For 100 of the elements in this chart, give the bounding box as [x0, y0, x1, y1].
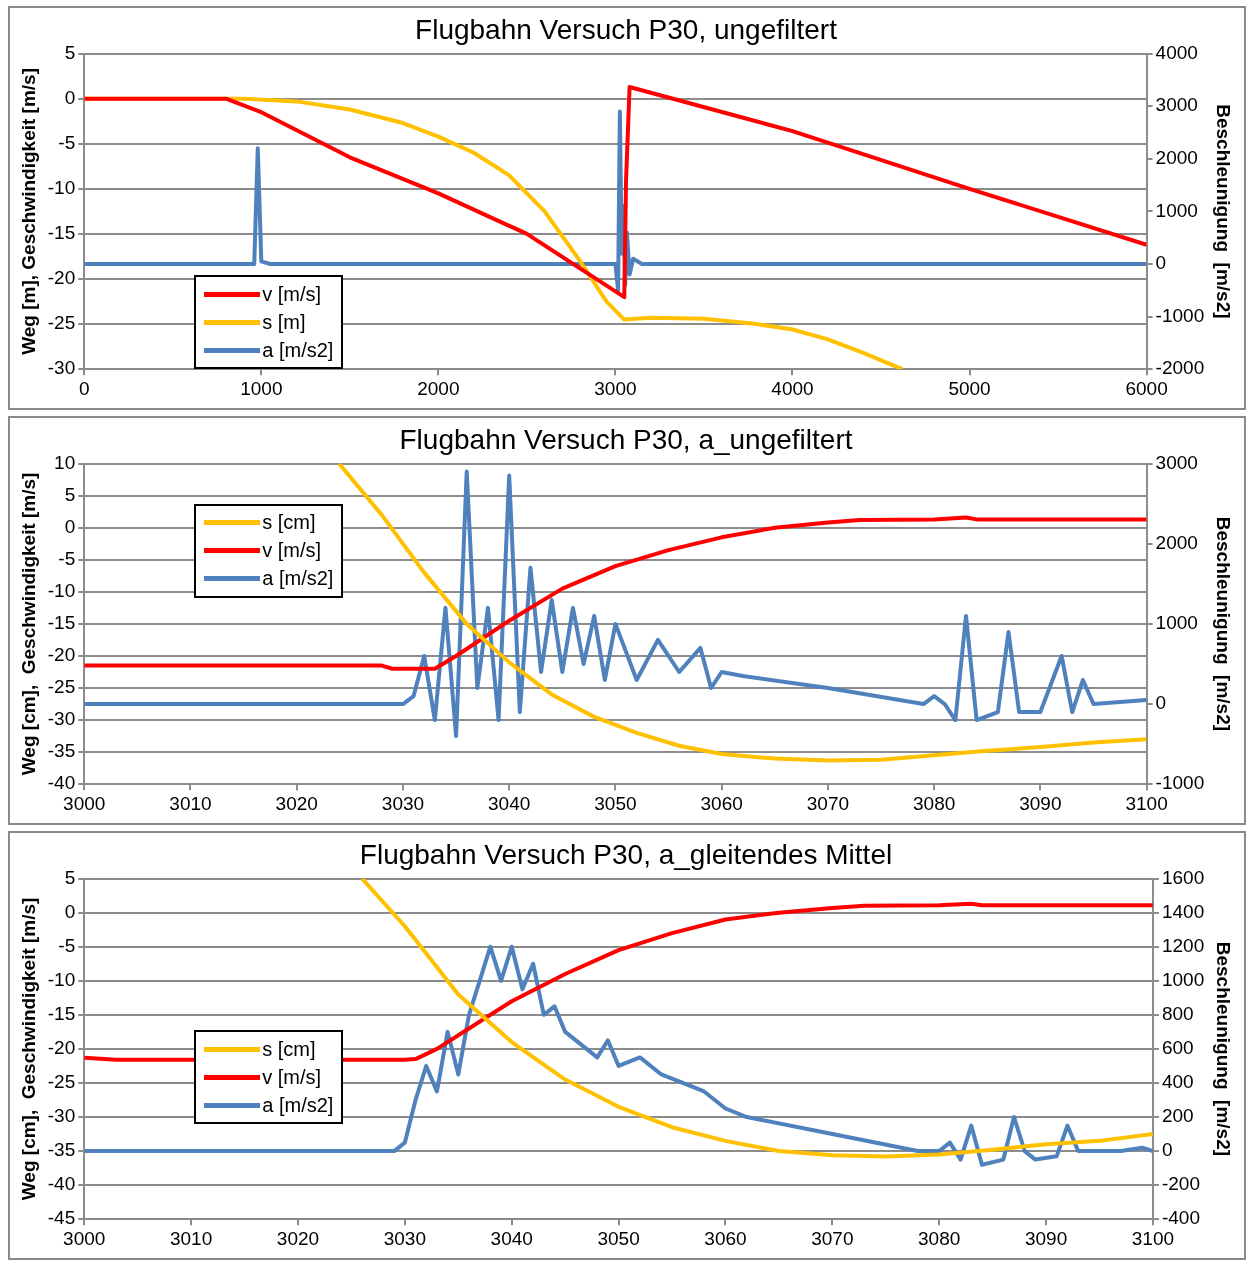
y-tick-label: -15: [47, 1003, 76, 1025]
y-tick-label: -25: [47, 676, 76, 698]
legend-label: s [m]: [262, 310, 306, 334]
y2-tick-label: 600: [1161, 1037, 1194, 1059]
y-axis-title: Weg [cm], Geschwindigkeit [m/s]: [17, 897, 39, 1201]
x-tick-label: 3090: [1024, 1227, 1068, 1249]
y-axis-title: Weg [m], Geschwindigkeit [m/s]: [17, 67, 39, 355]
y-tick-label: 5: [64, 41, 76, 63]
y2-tick-label: -400: [1161, 1207, 1200, 1229]
y2-tick-label: 1000: [1155, 612, 1198, 634]
y2-axis-title: Beschleunigung [m/s2]: [1213, 941, 1235, 1157]
x-tick-label: 1000: [240, 377, 283, 399]
x-tick-label: 3060: [704, 1227, 747, 1249]
x-tick-label: 3030: [383, 1227, 426, 1249]
y-tick-label: -10: [47, 177, 76, 199]
y2-tick-label: -2000: [1155, 357, 1205, 379]
x-tick-label: 3070: [806, 792, 850, 814]
x-tick-label: 3050: [597, 1227, 640, 1249]
y-tick-label: -45: [47, 1207, 76, 1229]
x-tick-label: 3030: [381, 792, 425, 814]
y-tick-label: -20: [47, 267, 76, 289]
x-tick-label: 2000: [417, 377, 460, 399]
y-tick-label: 10: [54, 451, 76, 473]
y2-tick-label: 0: [1155, 692, 1167, 714]
x-tick-label: 3100: [1131, 1227, 1175, 1249]
x-tick-label: 3080: [918, 1227, 961, 1249]
y2-tick-label: 3000: [1155, 94, 1198, 116]
x-tick-label: 3000: [63, 792, 106, 814]
y-axis-title: Weg [cm], Geschwindigkeit [m/s]: [17, 472, 39, 776]
y2-tick-label: 2000: [1155, 147, 1198, 169]
legend-label: a [m/s2]: [262, 1093, 334, 1117]
x-tick-label: 3020: [276, 1227, 320, 1249]
x-tick-label: 6000: [1125, 377, 1168, 399]
y-tick-label: -25: [47, 1071, 76, 1093]
x-tick-label: 3040: [490, 1227, 533, 1249]
y2-tick-label: 1200: [1161, 934, 1205, 956]
x-tick-label: 4000: [771, 377, 814, 399]
y-tick-label: -5: [58, 934, 76, 956]
y2-tick-label: 200: [1161, 1105, 1194, 1127]
legend-label: v [m/s]: [262, 282, 322, 306]
y-tick-label: -20: [47, 644, 76, 666]
y-tick-label: 5: [64, 483, 76, 505]
y-tick-label: -20: [47, 1037, 76, 1059]
x-tick-label: 3080: [913, 792, 956, 814]
y-tick-label: -10: [47, 580, 76, 602]
chart-title: Flugbahn Versuch P30, a_gleitendes Mittel: [359, 838, 893, 870]
y-tick-label: 0: [64, 86, 76, 108]
y-tick-label: -5: [58, 132, 76, 154]
x-tick-label: 3000: [594, 377, 637, 399]
y-tick-label: -10: [47, 969, 76, 991]
x-tick-label: 0: [78, 377, 90, 399]
chart-title: Flugbahn Versuch P30, a_ungefiltert: [399, 423, 853, 455]
y2-tick-label: 2000: [1155, 531, 1198, 553]
y-tick-label: -5: [58, 548, 76, 570]
x-tick-label: 3010: [169, 792, 212, 814]
x-tick-label: 3050: [594, 792, 637, 814]
legend-label: s [cm]: [262, 1037, 316, 1061]
y2-axis-title: Beschleunigung [m/s2]: [1213, 104, 1235, 319]
x-tick-label: 3010: [169, 1227, 213, 1249]
y2-tick-label: -1000: [1155, 304, 1205, 326]
x-tick-label: 3090: [1019, 792, 1062, 814]
y2-tick-label: 4000: [1155, 41, 1198, 63]
y-tick-label: -40: [47, 772, 76, 794]
y-tick-label: 0: [64, 515, 76, 537]
y2-tick-label: 0: [1155, 252, 1167, 274]
x-tick-label: 3100: [1125, 792, 1168, 814]
y-tick-label: -15: [47, 612, 76, 634]
y-tick-label: -35: [47, 1139, 76, 1161]
x-tick-label: 3020: [275, 792, 318, 814]
x-tick-label: 3070: [811, 1227, 854, 1249]
chart-title: Flugbahn Versuch P30, ungefiltert: [415, 13, 838, 45]
y-tick-label: 0: [64, 900, 76, 922]
y2-tick-label: 1600: [1161, 866, 1205, 888]
x-tick-label: 3000: [63, 1227, 106, 1249]
legend-label: a [m/s2]: [262, 338, 334, 362]
y2-tick-label: -1000: [1155, 772, 1205, 794]
y-tick-label: -30: [47, 708, 76, 730]
y-tick-label: -40: [47, 1173, 76, 1195]
legend-label: s [cm]: [262, 511, 316, 535]
y2-tick-label: 400: [1161, 1071, 1194, 1093]
y-tick-label: -25: [47, 312, 76, 334]
x-tick-label: 3060: [700, 792, 743, 814]
x-tick-label: 3040: [488, 792, 531, 814]
y2-tick-label: 0: [1161, 1139, 1173, 1161]
y2-tick-label: 3000: [1155, 451, 1198, 473]
y2-tick-label: 1000: [1155, 199, 1198, 221]
legend-label: v [m/s]: [262, 539, 322, 563]
y2-axis-title: Beschleunigung [m/s2]: [1213, 516, 1235, 732]
legend-label: v [m/s]: [262, 1065, 322, 1089]
y2-tick-label: 1000: [1161, 969, 1205, 991]
y-tick-label: 5: [64, 866, 76, 888]
y2-tick-label: -200: [1161, 1173, 1200, 1195]
y-tick-label: -15: [47, 222, 76, 244]
y-tick-label: -30: [47, 1105, 76, 1127]
y-tick-label: -35: [47, 740, 76, 762]
y2-tick-label: 800: [1161, 1003, 1194, 1025]
y2-tick-label: 1400: [1161, 900, 1205, 922]
x-tick-label: 5000: [948, 377, 991, 399]
legend-label: a [m/s2]: [262, 567, 334, 591]
y-tick-label: -30: [47, 357, 76, 379]
